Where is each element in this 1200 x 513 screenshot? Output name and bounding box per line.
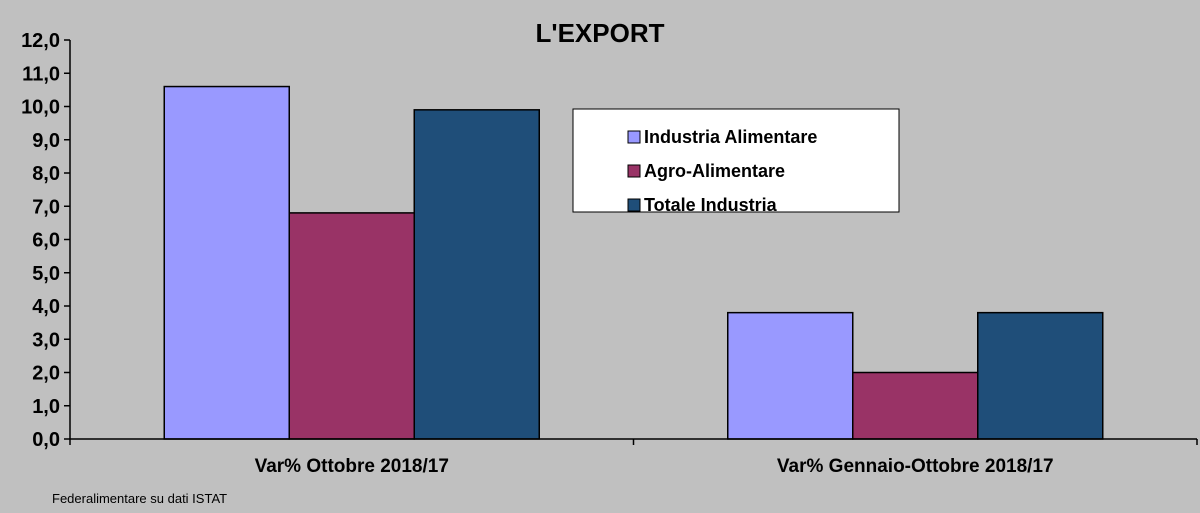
bar-3-1 <box>413 109 540 440</box>
legend-label: Agro-Alimentare <box>644 161 785 181</box>
bar-1-1 <box>163 85 290 440</box>
y-tick-label: 1,0 <box>32 396 60 418</box>
y-tick-label: 12,0 <box>21 30 60 52</box>
bar-3-2 <box>977 311 1104 440</box>
y-tick-label: 6,0 <box>32 230 60 252</box>
chart-title: L'EXPORT <box>536 18 665 48</box>
y-tick-label: 5,0 <box>32 263 60 285</box>
x-category-label: Var% Ottobre 2018/17 <box>255 456 449 477</box>
y-tick-label: 11,0 <box>22 63 60 85</box>
legend-box <box>572 108 900 213</box>
y-tick-label: 4,0 <box>32 296 60 318</box>
legend-swatch <box>627 198 641 212</box>
legend-swatch <box>627 130 641 144</box>
x-category-label: Var% Gennaio-Ottobre 2018/17 <box>777 456 1054 477</box>
bar-2-1 <box>288 212 415 440</box>
y-tick-label: 10,0 <box>21 97 60 119</box>
y-tick-label: 8,0 <box>32 163 60 185</box>
bar-2-2 <box>852 371 979 440</box>
y-tick-label: 0,0 <box>32 429 60 451</box>
source-note: Federalimentare su dati ISTAT <box>52 491 227 506</box>
y-tick-label: 2,0 <box>32 363 60 385</box>
bars-layer <box>163 85 1104 440</box>
bar-1-2 <box>727 311 854 440</box>
legend: Industria Alimentare Agro-Alimentare Total… <box>572 108 900 215</box>
axes-layer: 0,0 1,0 2,0 3,0 4,0 5,0 6,0 7,0 8,0 9,0 10,0 11,0 12… <box>21 30 1198 477</box>
legend-label: Industria Alimentare <box>644 127 817 147</box>
legend-swatch <box>627 164 641 178</box>
legend-label: Totale Industria <box>644 195 778 215</box>
y-tick-label: 3,0 <box>32 329 60 351</box>
y-tick-label: 7,0 <box>32 196 60 218</box>
y-tick-label: 9,0 <box>32 130 60 152</box>
